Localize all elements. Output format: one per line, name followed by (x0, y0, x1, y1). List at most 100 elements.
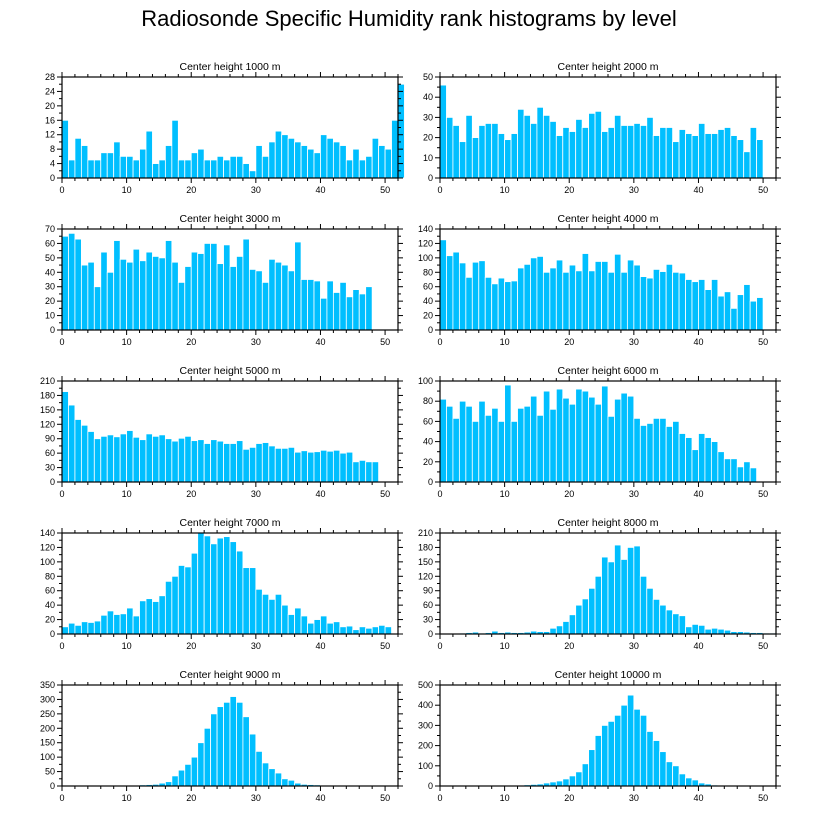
histogram-bar (691, 623, 699, 635)
histogram-bar (371, 626, 380, 635)
histogram-bar (730, 307, 738, 331)
histogram-bar (113, 141, 121, 179)
histogram-bar (723, 458, 732, 483)
histogram-bar (710, 133, 719, 179)
histogram-bar (197, 532, 205, 635)
histogram-bar (242, 238, 250, 331)
histogram-bar (723, 291, 732, 331)
histogram-bar (633, 123, 641, 179)
histogram-bar (132, 436, 140, 483)
histogram-bar (717, 295, 725, 331)
histogram-bar (307, 622, 315, 635)
histogram-bar (530, 257, 538, 331)
histogram-bar (300, 450, 308, 483)
histogram-bar (352, 148, 360, 179)
histogram-bar (484, 414, 493, 483)
x-tick-label: 20 (186, 489, 196, 499)
histogram-bar (581, 127, 590, 179)
histogram-bar (100, 251, 108, 331)
histogram-bar (523, 114, 531, 179)
histogram-bar (87, 622, 95, 635)
y-tick-label: 80 (45, 571, 55, 581)
histogram-bar (287, 137, 296, 179)
histogram-bar (61, 391, 69, 483)
histogram-bar (87, 431, 95, 483)
histogram-bar (223, 701, 231, 787)
histogram-bar (568, 403, 577, 483)
histogram-bar (113, 614, 121, 635)
y-tick-label: 70 (45, 224, 55, 234)
histogram-bar (139, 260, 147, 331)
histogram-bar (730, 135, 738, 179)
histogram-bar (307, 148, 315, 179)
histogram-bar (229, 541, 237, 635)
y-tick-label: 300 (40, 694, 55, 704)
y-tick-label: 0 (50, 781, 55, 791)
histogram-bar (594, 403, 602, 483)
histogram-bar (710, 279, 719, 331)
histogram-bar (478, 260, 486, 331)
histogram-bar (145, 433, 153, 483)
histogram-bar (446, 117, 454, 179)
histogram-bar (665, 761, 674, 787)
histogram-bar (384, 148, 392, 179)
histogram-bar (287, 446, 296, 483)
y-tick-label: 20 (45, 101, 55, 111)
y-tick-label: 150 (40, 738, 55, 748)
histogram-bar (704, 437, 712, 483)
histogram-bar (274, 593, 283, 635)
histogram-bar (620, 392, 628, 483)
panel-title: Center height 3000 m (180, 213, 281, 225)
x-tick-label: 40 (693, 337, 703, 347)
histogram-bar (639, 425, 648, 483)
y-tick-label: 150 (40, 405, 55, 415)
x-tick-label: 10 (500, 793, 510, 803)
histogram-bar (106, 271, 115, 331)
y-tick-label: 20 (423, 311, 433, 321)
histogram-bar (145, 130, 153, 179)
histogram-bar (197, 742, 205, 787)
histogram-bar (497, 420, 506, 483)
histogram-bar (743, 461, 751, 483)
histogram-bar (177, 159, 186, 179)
histogram-bar (601, 131, 609, 179)
histogram-bar (184, 266, 192, 331)
histogram-bar (236, 256, 244, 331)
histogram-bar (93, 286, 102, 331)
histogram-bar (223, 536, 231, 635)
histogram-bar (320, 134, 328, 179)
histogram-bar (248, 170, 257, 179)
histogram-bar (100, 614, 108, 635)
histogram-bar (164, 781, 173, 787)
histogram-bar (236, 550, 244, 635)
histogram-bar (184, 435, 192, 483)
histogram-bar (542, 390, 551, 483)
histogram-bar (607, 720, 615, 787)
histogram-bar (704, 133, 712, 179)
panel-title: Center height 6000 m (558, 365, 659, 377)
x-tick-label: 30 (251, 185, 261, 195)
histogram-bar (139, 439, 147, 483)
y-tick-label: 0 (428, 477, 433, 487)
histogram-bar (555, 135, 564, 179)
histogram-bar (177, 565, 186, 635)
panel-title: Center height 7000 m (180, 517, 281, 529)
histogram-panel-3: Center height 3000 m 0 10 20 30 40 50 0 10 20 30 40… (45, 213, 403, 347)
histogram-bar (652, 598, 661, 635)
histogram-bar (307, 279, 315, 331)
histogram-bar (575, 388, 583, 483)
histogram-bar (132, 615, 140, 635)
histogram-bar (352, 461, 360, 483)
y-tick-label: 90 (423, 586, 433, 596)
panel-title: Center height 10000 m (555, 669, 662, 681)
histogram-bar (471, 137, 480, 179)
histogram-bar (465, 405, 473, 483)
histogram-panel-2: Center height 2000 m 0 10 20 30 40 50 0 10 20 30 40… (423, 61, 781, 195)
histogram-bar (665, 127, 674, 179)
histogram-bar (607, 271, 615, 331)
y-tick-label: 0 (50, 477, 55, 487)
histogram-bar (74, 238, 82, 331)
histogram-bar (665, 426, 674, 483)
y-tick-label: 40 (423, 437, 433, 447)
histogram-bar (171, 261, 179, 331)
